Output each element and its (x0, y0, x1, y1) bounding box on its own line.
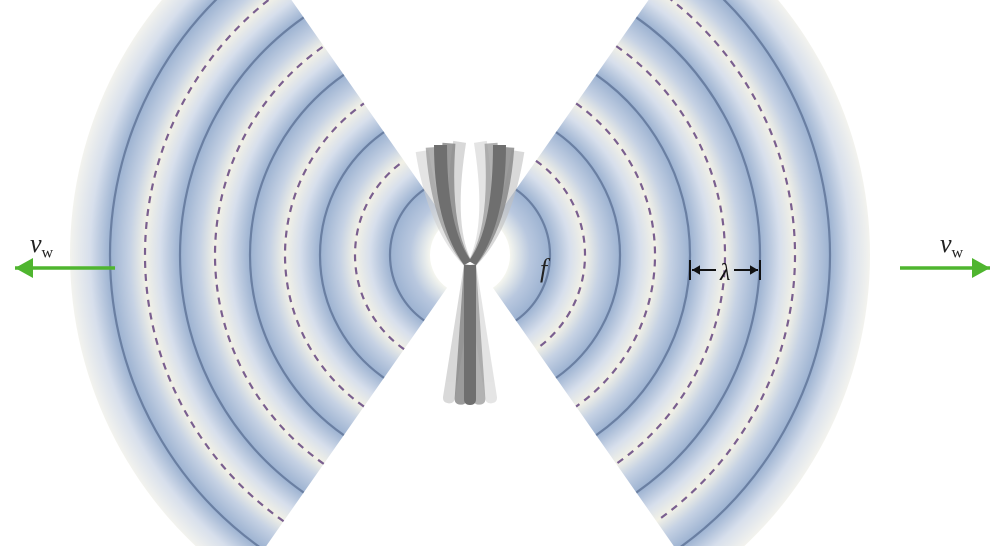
label-vw-right: vw (940, 229, 964, 262)
label-vw-left: vw (30, 229, 54, 262)
label-wavelength: λ (719, 260, 730, 286)
wave-cone-left (70, 0, 447, 546)
wave-cone-right (493, 0, 870, 546)
